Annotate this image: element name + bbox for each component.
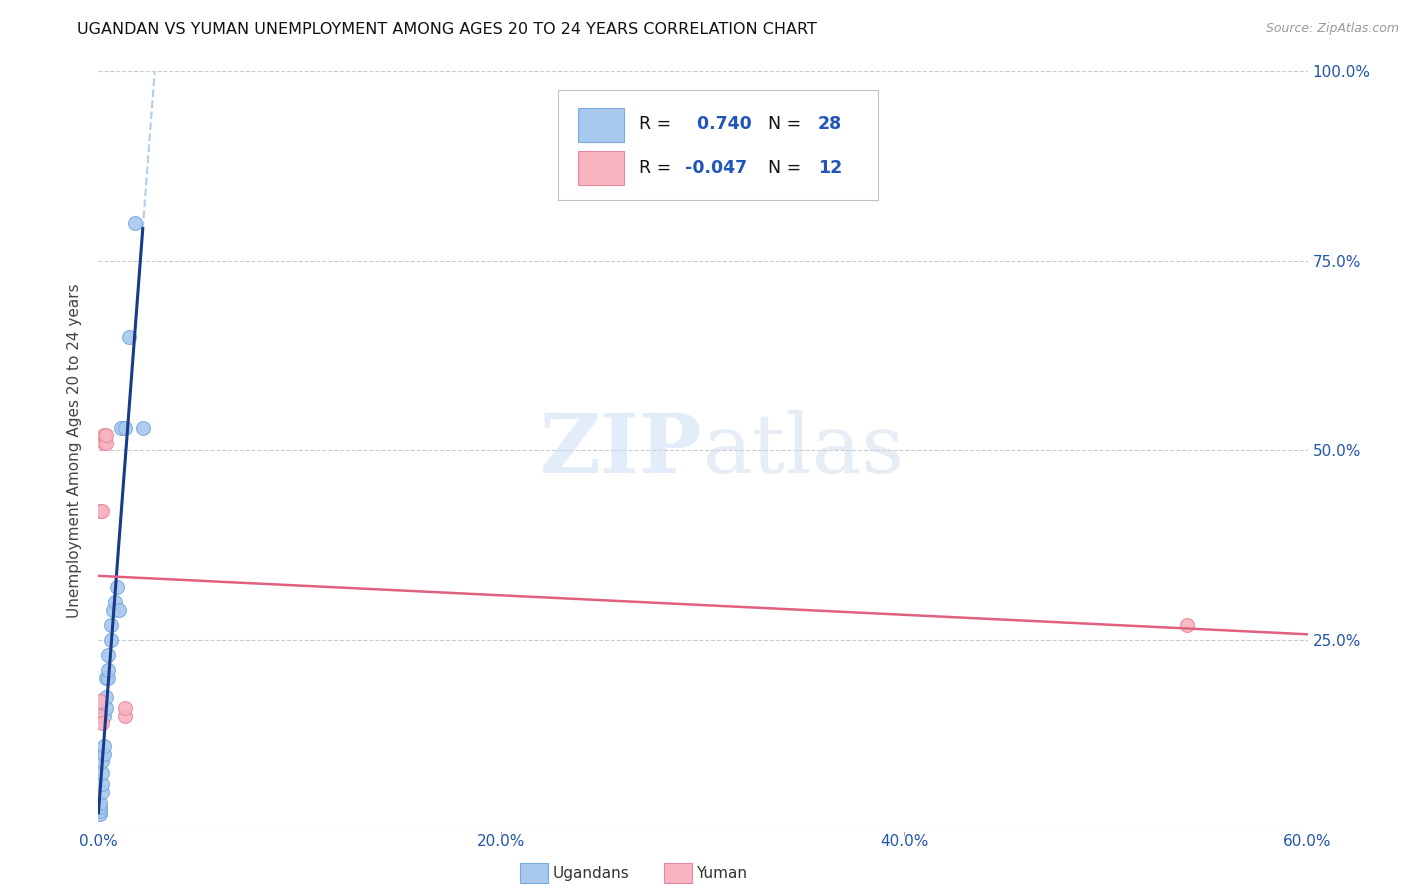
Point	[96, 690, 118, 704]
Text: ZIP: ZIP	[540, 410, 703, 491]
Point	[110, 421, 132, 435]
Point	[114, 708, 136, 723]
Point	[89, 800, 111, 814]
Text: -0.047: -0.047	[685, 159, 747, 177]
Text: Ugandans: Ugandans	[553, 866, 630, 880]
Point	[89, 708, 111, 723]
Point	[91, 504, 114, 518]
Text: 12: 12	[818, 159, 842, 177]
Text: UGANDAN VS YUMAN UNEMPLOYMENT AMONG AGES 20 TO 24 YEARS CORRELATION CHART: UGANDAN VS YUMAN UNEMPLOYMENT AMONG AGES…	[77, 22, 817, 37]
Point	[96, 436, 118, 450]
Point	[103, 595, 125, 609]
Point	[114, 701, 136, 715]
Point	[101, 603, 124, 617]
Text: Source: ZipAtlas.com: Source: ZipAtlas.com	[1265, 22, 1399, 36]
Point	[96, 428, 118, 442]
Text: N =: N =	[758, 115, 807, 134]
Point	[91, 716, 114, 731]
Bar	[578, 151, 624, 186]
Text: R =: R =	[638, 115, 676, 134]
Point	[93, 436, 115, 450]
Point	[89, 807, 111, 822]
Point	[97, 648, 120, 662]
Point	[1175, 617, 1198, 632]
Point	[124, 216, 146, 230]
Y-axis label: Unemployment Among Ages 20 to 24 years: Unemployment Among Ages 20 to 24 years	[67, 283, 83, 618]
Point	[93, 708, 115, 723]
Point	[96, 701, 118, 715]
Point	[93, 739, 115, 753]
Text: 0.740: 0.740	[690, 115, 752, 134]
Point	[93, 747, 115, 761]
Text: 28: 28	[818, 115, 842, 134]
Point	[105, 580, 128, 594]
Point	[118, 330, 141, 344]
Text: R =: R =	[638, 159, 676, 177]
Text: N =: N =	[758, 159, 807, 177]
Point	[91, 785, 114, 799]
Text: Yuman: Yuman	[696, 866, 747, 880]
Point	[91, 765, 114, 780]
Point	[100, 617, 122, 632]
Point	[97, 664, 120, 678]
Point	[93, 428, 115, 442]
Text: atlas: atlas	[703, 410, 905, 491]
Point	[91, 755, 114, 769]
Point	[96, 671, 118, 685]
Point	[91, 777, 114, 791]
Point	[89, 796, 111, 810]
Point	[100, 633, 122, 648]
Bar	[578, 108, 624, 142]
Point	[107, 603, 129, 617]
Point	[89, 694, 111, 708]
Point	[97, 671, 120, 685]
Point	[89, 804, 111, 818]
Point	[89, 504, 111, 518]
FancyBboxPatch shape	[558, 90, 879, 201]
Point	[114, 421, 136, 435]
Point	[132, 421, 155, 435]
